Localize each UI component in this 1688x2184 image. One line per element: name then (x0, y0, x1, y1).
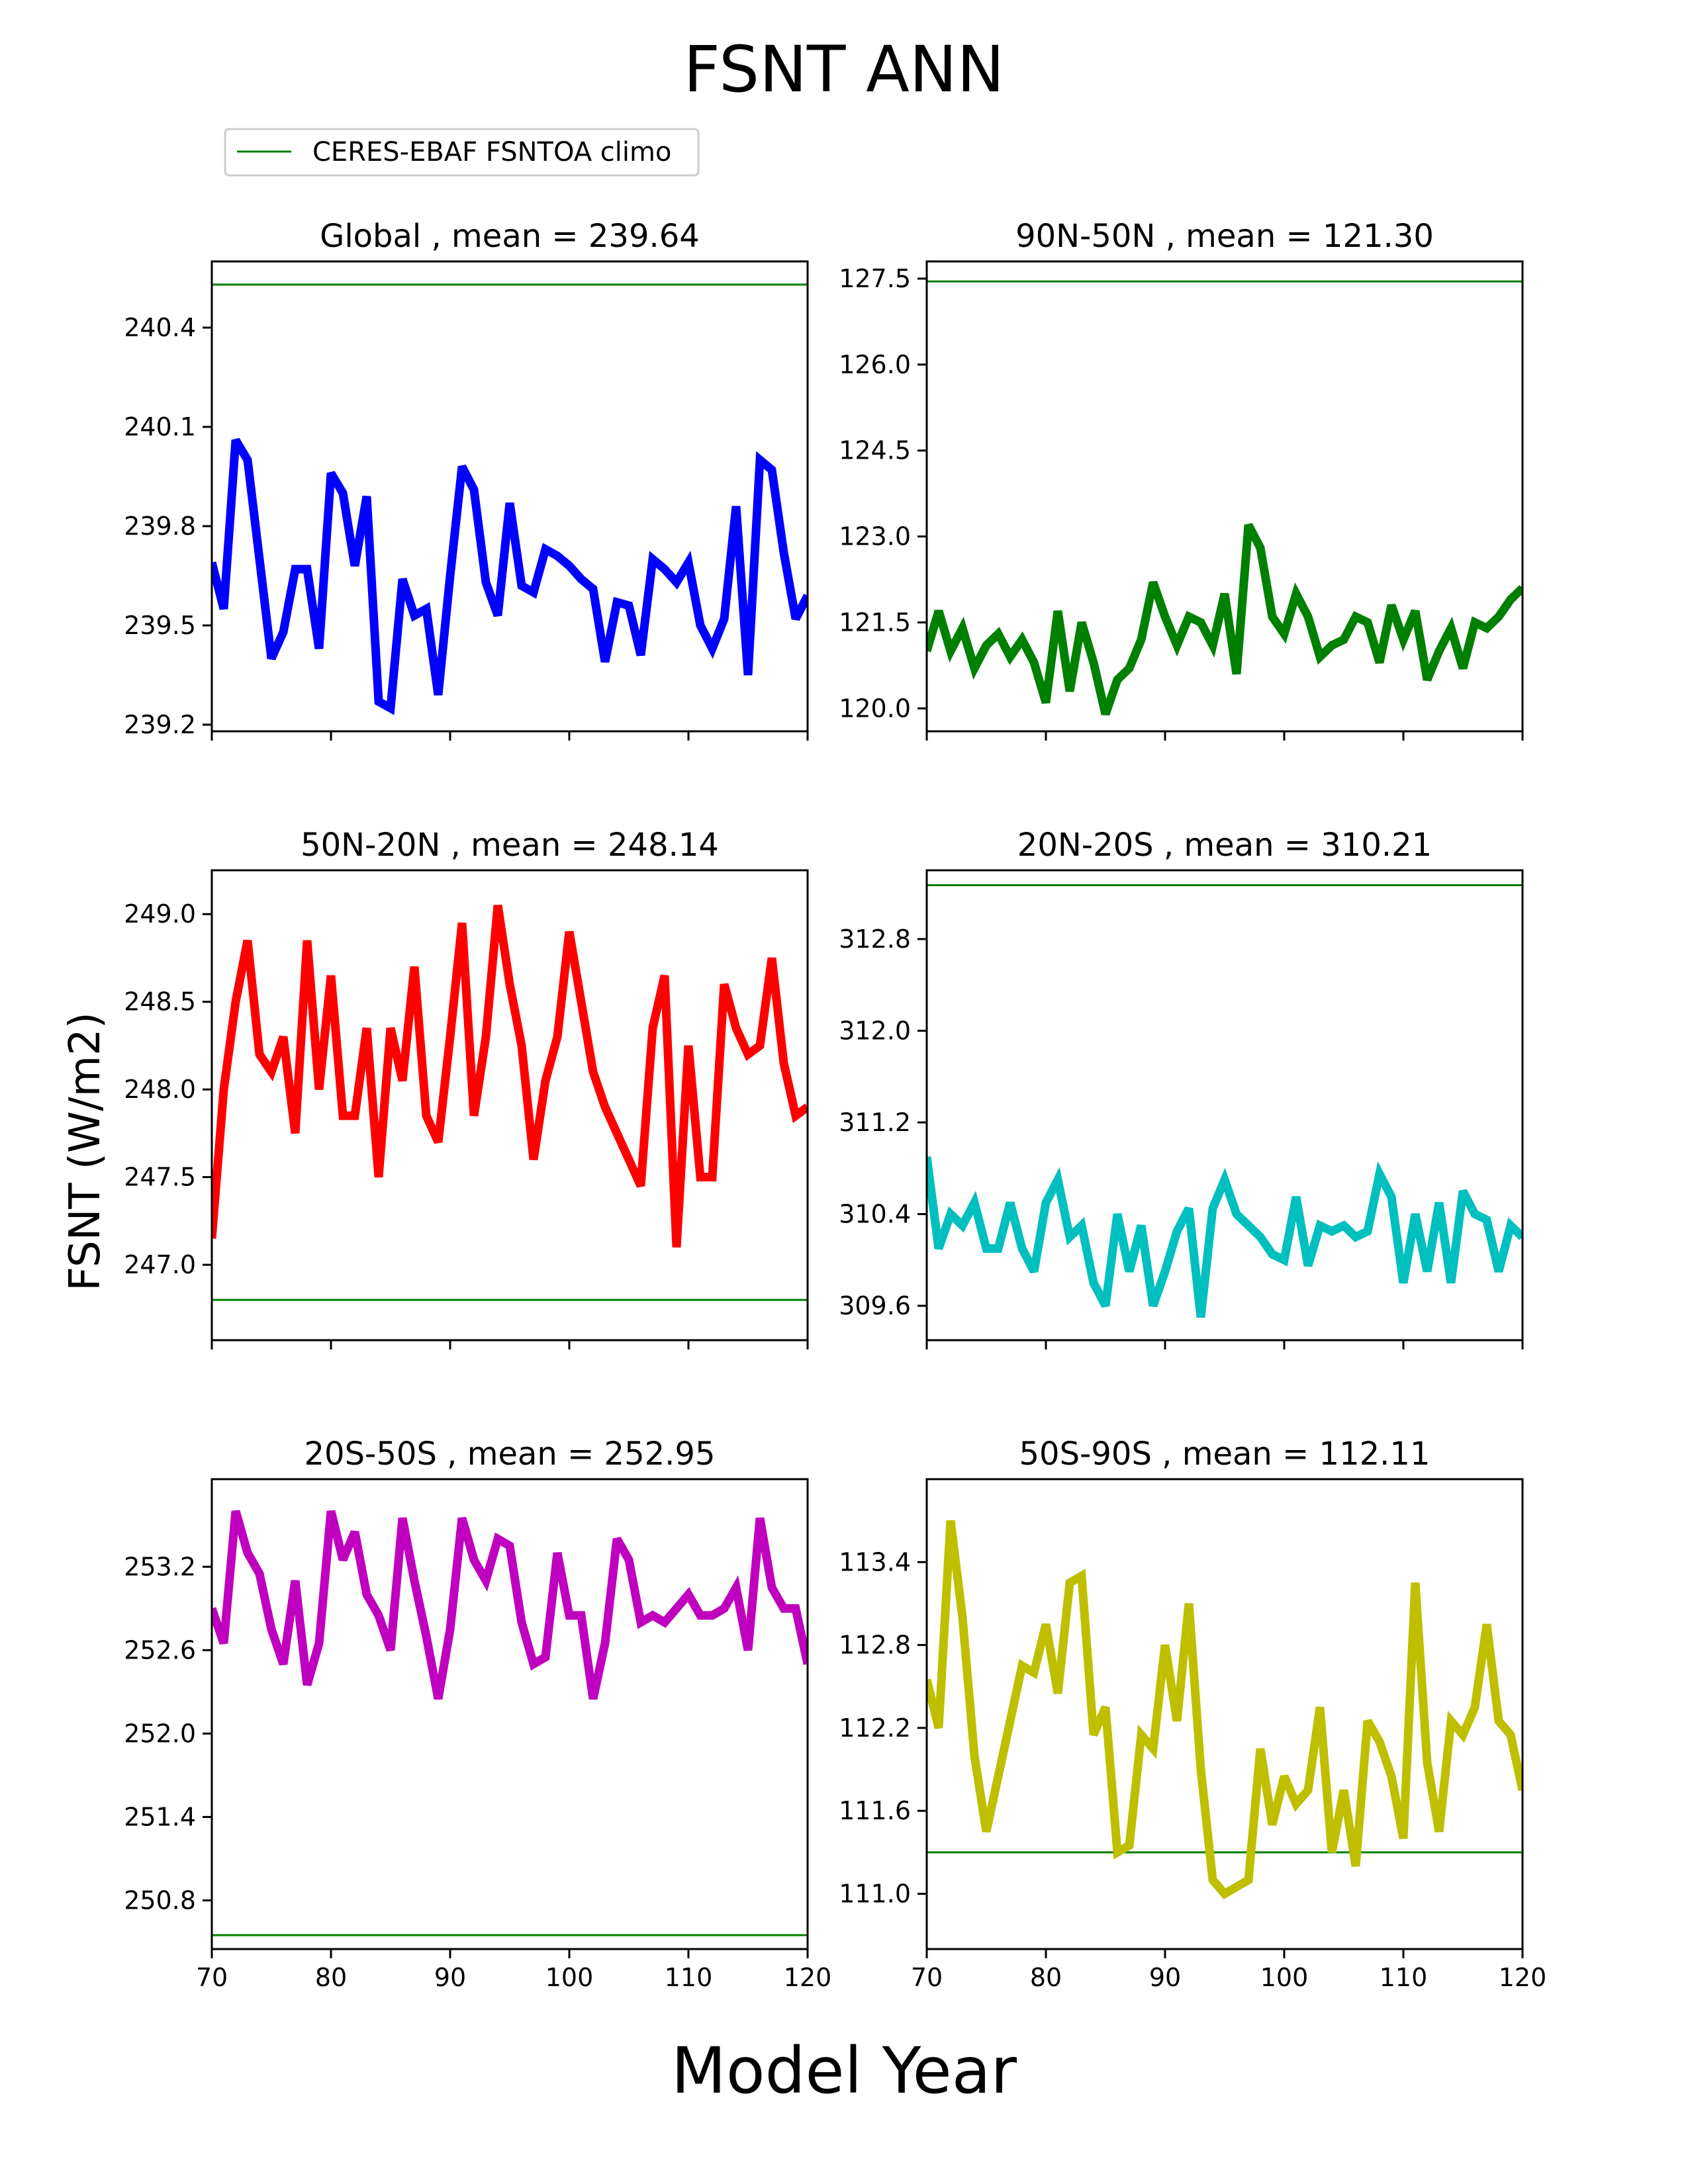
y-tick-label: 124.5 (839, 436, 911, 465)
x-tick-label: 90 (434, 1963, 466, 1992)
series-line (212, 437, 808, 715)
y-tick-label: 251.4 (124, 1802, 196, 1831)
x-tick-label: 70 (911, 1963, 943, 1992)
y-tick-label: 111.0 (839, 1879, 911, 1908)
axes-frame (925, 260, 1524, 733)
series-line (927, 1520, 1523, 1899)
series-line (927, 1156, 1523, 1318)
legend: CERES-EBAF FSNTOA climo (224, 128, 700, 177)
y-tick-label: 239.8 (124, 512, 196, 541)
subplot-90n-50n: 90N-50N , mean = 121.30 120.0 121.5 123.0 12… (839, 218, 1524, 741)
subplots: Global , mean = 239.64 239.2 239.5 239.8 240… (124, 218, 1546, 1992)
y-tick-label: 252.0 (124, 1719, 196, 1748)
x-axis-label: Model Year (671, 2034, 1017, 2108)
y-tick-label: 240.1 (124, 412, 196, 441)
y-tick-label: 249.0 (124, 899, 196, 929)
y-tick-label: 247.0 (124, 1250, 196, 1279)
y-tick-label: 312.0 (839, 1016, 911, 1045)
series-line (927, 523, 1523, 716)
y-tick-label: 239.2 (124, 710, 196, 739)
series-line (212, 1510, 808, 1700)
y-tick-label: 250.8 (124, 1886, 196, 1915)
x-tick-label: 80 (1030, 1963, 1062, 1992)
x-tick-label: 100 (1260, 1963, 1309, 1992)
legend-label: CERES-EBAF FSNTOA climo (312, 137, 671, 167)
legend-frame (224, 128, 700, 177)
y-tick-label: 121.5 (839, 608, 911, 637)
x-tick-label: 70 (196, 1963, 228, 1992)
y-tick-label: 111.6 (839, 1796, 911, 1825)
y-tick-label: 123.0 (839, 522, 911, 551)
x-tick-label: 90 (1149, 1963, 1181, 1992)
subplot-title: 50N-20N , mean = 248.14 (301, 827, 719, 864)
y-tick-label: 252.6 (124, 1635, 196, 1664)
y-tick-label: 239.5 (124, 611, 196, 640)
x-tick-label: 120 (1499, 1963, 1547, 1992)
x-tick-label: 110 (1380, 1963, 1428, 1992)
subplot-20n-20s: 20N-20S , mean = 310.21 309.6 310.4 311.2 31… (839, 827, 1524, 1349)
axes-frame (211, 869, 809, 1342)
x-tick-label: 80 (315, 1963, 347, 1992)
y-tick-label: 248.0 (124, 1075, 196, 1104)
subplot-title: 20N-20S , mean = 310.21 (1017, 827, 1432, 864)
y-tick-label: 127.5 (839, 264, 911, 293)
y-tick-label: 311.2 (839, 1108, 911, 1137)
subplot-title: 20S-50S , mean = 252.95 (305, 1435, 716, 1473)
series-line (212, 905, 808, 1248)
y-axis-label: FSNT (W/m2) (61, 1012, 110, 1291)
figure-title: FSNT ANN (684, 32, 1005, 107)
x-tick-label: 110 (665, 1963, 713, 1992)
y-tick-label: 113.4 (839, 1547, 911, 1576)
y-tick-label: 112.2 (839, 1713, 911, 1743)
y-tick-label: 248.5 (124, 987, 196, 1017)
y-tick-label: 120.0 (839, 694, 911, 723)
axes-frame (211, 260, 809, 733)
subplot-50n-20n: 50N-20N , mean = 248.14 247.0 247.5 248.0 24… (124, 827, 809, 1349)
axes-frame (925, 869, 1524, 1342)
y-tick-label: 310.4 (839, 1200, 911, 1229)
subplot-20s-50s: 20S-50S , mean = 252.95 250.8 251.4 252.0 25… (124, 1435, 831, 1992)
y-tick-label: 126.0 (839, 350, 911, 379)
y-tick-label: 309.6 (839, 1291, 911, 1320)
y-tick-label: 112.8 (839, 1631, 911, 1660)
x-tick-label: 100 (545, 1963, 594, 1992)
y-tick-label: 247.5 (124, 1163, 196, 1192)
y-tick-label: 312.8 (839, 925, 911, 954)
axes-frame (211, 1478, 809, 1950)
x-tick-label: 120 (784, 1963, 832, 1992)
axes-frame (925, 1478, 1524, 1950)
subplot-global: Global , mean = 239.64 239.2 239.5 239.8 240… (124, 218, 809, 741)
subplot-title: 90N-50N , mean = 121.30 (1015, 218, 1434, 255)
y-tick-label: 253.2 (124, 1552, 196, 1581)
subplot-title: Global , mean = 239.64 (320, 218, 700, 255)
subplot-title: 50S-90S , mean = 112.11 (1019, 1435, 1430, 1473)
subplot-50s-90s: 50S-90S , mean = 112.11 111.0 111.6 112.2 11… (839, 1435, 1546, 1992)
y-tick-label: 240.4 (124, 313, 196, 342)
